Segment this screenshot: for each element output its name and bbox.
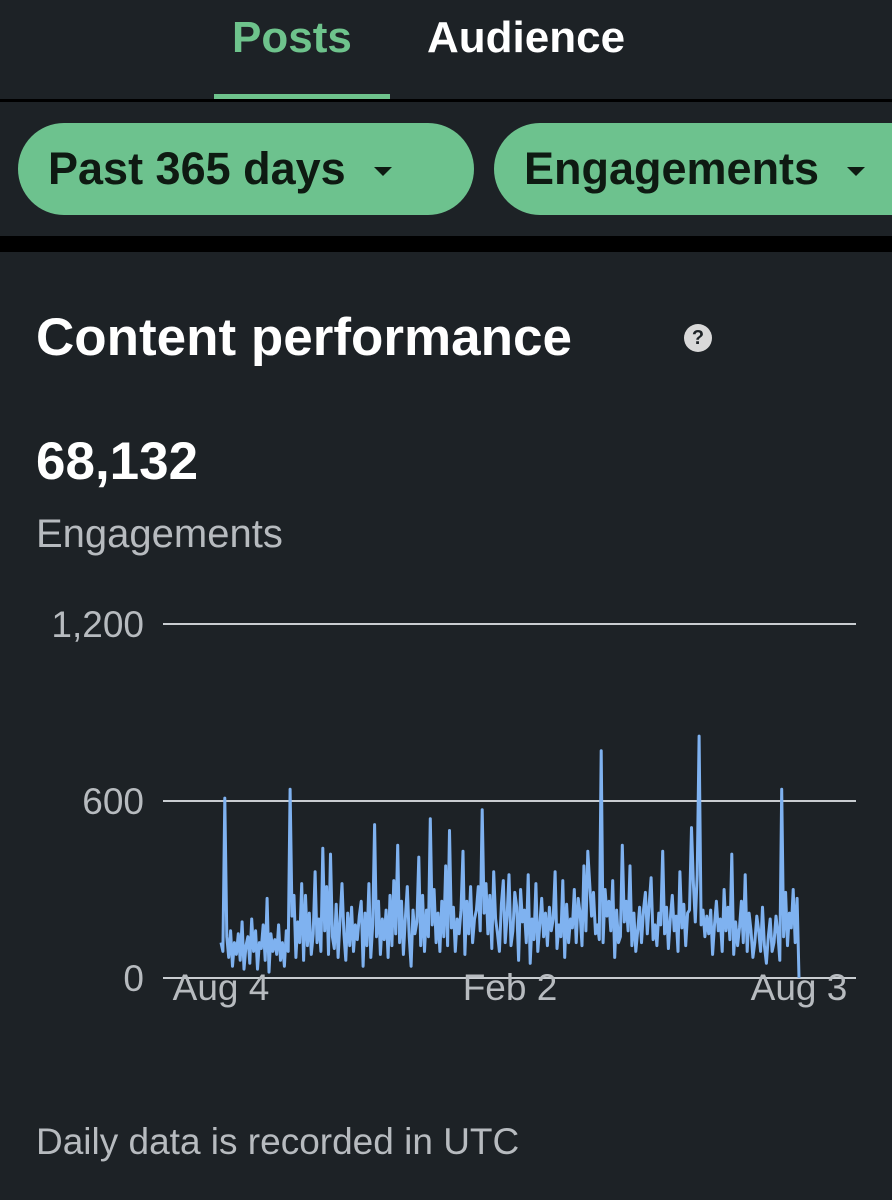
x-tick-label: Aug 3 [751,967,848,1008]
date-range-dropdown[interactable]: Past 365 days [18,123,474,215]
content-performance-card: Content performance ? 68,132 Engagements… [0,252,892,1200]
chevron-down-icon [847,166,866,176]
y-tick-label: 0 [123,958,144,999]
total-engagements-label: Engagements [36,512,283,556]
utc-footnote: Daily data is recorded in UTC [36,1121,520,1162]
x-tick-label: Feb 2 [463,967,558,1008]
active-tab-indicator [214,94,390,99]
date-range-label: Past 365 days [48,143,346,194]
y-tick-label: 600 [82,781,144,822]
engagements-line-chart: 0 600 1,200 Aug 4 Feb 2 Aug 3 [51,604,856,1008]
section-divider [0,236,892,252]
help-icon[interactable]: ? [684,324,712,352]
chevron-down-icon [373,166,392,176]
filter-bar: Past 365 days Engagements [0,102,892,236]
tab-divider [0,99,892,102]
x-tick-label: Aug 4 [173,967,270,1008]
y-tick-label: 1,200 [51,604,144,645]
metric-dropdown[interactable]: Engagements [494,123,892,215]
tab-audience[interactable]: Audience [427,13,626,62]
engagements-series-line [219,734,801,979]
metric-label: Engagements [524,143,820,194]
tab-posts[interactable]: Posts [232,13,352,62]
tab-bar: Posts Audience [0,0,892,102]
card-title: Content performance [36,308,572,367]
total-engagements-value: 68,132 [36,432,199,491]
